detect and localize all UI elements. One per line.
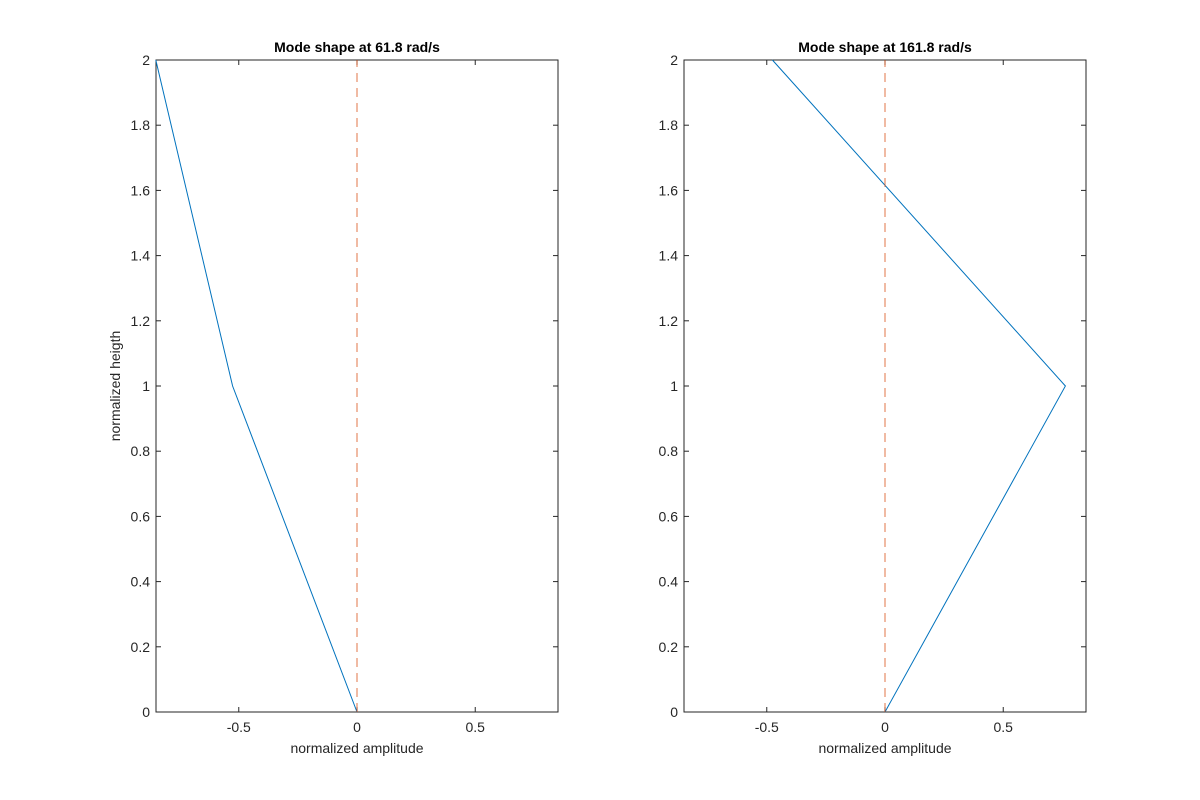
left-y-tick-label: 0 bbox=[142, 704, 150, 720]
left-x-tick-label: -0.5 bbox=[227, 719, 251, 735]
right-axes: -0.5 0 0.5 0 0.2 0.4 0.6 0.8 1 1.2 1.4 1.6 1.8 2 Mode… bbox=[659, 39, 1087, 756]
right-x-axis-label: normalized amplitude bbox=[818, 740, 951, 756]
right-y-tick-label: 0.4 bbox=[659, 574, 679, 590]
right-y-tick-label: 2 bbox=[670, 52, 678, 68]
right-y-tick-label: 1.2 bbox=[659, 313, 679, 329]
right-x-tick-label: 0.5 bbox=[994, 719, 1014, 735]
right-y-tick-label: 1.6 bbox=[659, 182, 679, 198]
right-y-tick-label: 0.2 bbox=[659, 639, 679, 655]
right-ticks: -0.5 0 0.5 0 0.2 0.4 0.6 0.8 1 1.2 1.4 1.6 1.8 2 bbox=[659, 52, 1086, 735]
left-x-tick-label: 0 bbox=[353, 719, 361, 735]
left-y-tick-label: 0.8 bbox=[131, 443, 151, 459]
left-series bbox=[155, 59, 358, 713]
left-y-tick-label: 1 bbox=[142, 378, 150, 394]
right-y-tick-label: 1.8 bbox=[659, 117, 679, 133]
right-y-tick-label: 0 bbox=[670, 704, 678, 720]
left-y-axis-label: normalized heigth bbox=[107, 331, 123, 442]
left-y-tick-label: 0.2 bbox=[131, 639, 151, 655]
left-series-line-1 bbox=[155, 59, 358, 713]
left-y-tick-label: 0.6 bbox=[131, 508, 151, 524]
right-y-tick-label: 0.6 bbox=[659, 508, 679, 524]
left-ticks: -0.5 0 0.5 0 0.2 0.4 0.6 0.8 1 1.2 1.4 1.6 1.8 2 bbox=[131, 52, 558, 735]
left-y-tick-label: 1.6 bbox=[131, 182, 151, 198]
right-series-line-1 bbox=[772, 59, 1067, 713]
right-x-tick-label: 0 bbox=[881, 719, 889, 735]
left-y-tick-label: 1.8 bbox=[131, 117, 151, 133]
left-axes: -0.5 0 0.5 0 0.2 0.4 0.6 0.8 1 1.2 1.4 1.6 1.8 2 Mode… bbox=[107, 39, 559, 756]
left-y-tick-label: 2 bbox=[142, 52, 150, 68]
left-x-axis-label: normalized amplitude bbox=[290, 740, 423, 756]
left-y-tick-label: 1.4 bbox=[131, 248, 151, 264]
left-y-tick-label: 0.4 bbox=[131, 574, 151, 590]
right-y-tick-label: 1 bbox=[670, 378, 678, 394]
right-y-tick-label: 0.8 bbox=[659, 443, 679, 459]
left-y-tick-label: 1.2 bbox=[131, 313, 151, 329]
left-chart-title: Mode shape at 61.8 rad/s bbox=[274, 39, 440, 55]
right-chart-title: Mode shape at 161.8 rad/s bbox=[798, 39, 972, 55]
right-y-tick-label: 1.4 bbox=[659, 248, 679, 264]
left-x-tick-label: 0.5 bbox=[466, 719, 486, 735]
right-series bbox=[772, 59, 1067, 713]
right-x-tick-label: -0.5 bbox=[755, 719, 779, 735]
